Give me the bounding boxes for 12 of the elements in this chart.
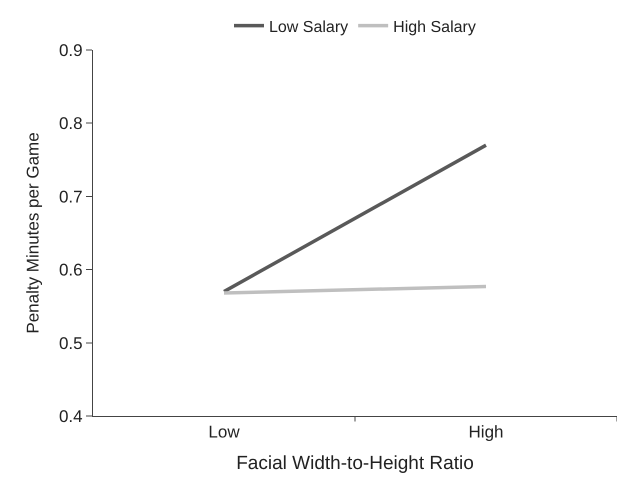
x-tick-label: Low [208,422,240,442]
y-tick-label: 0.7 [58,187,83,206]
y-tick-label: 0.4 [58,406,83,426]
y-tick-label: 0.8 [58,114,83,134]
x-axis-title: Facial Width-to-Height Ratio [236,453,474,474]
x-tick-label: High [468,422,504,442]
y-tick-label: 0.6 [58,260,83,280]
y-axis-title: Penalty Minutes per Game [24,132,43,334]
legend-label: Low Salary [269,18,348,36]
y-tick-label: 0.5 [58,334,83,353]
legend-label: High Salary [393,18,476,36]
y-tick-label: 0.9 [58,40,83,60]
